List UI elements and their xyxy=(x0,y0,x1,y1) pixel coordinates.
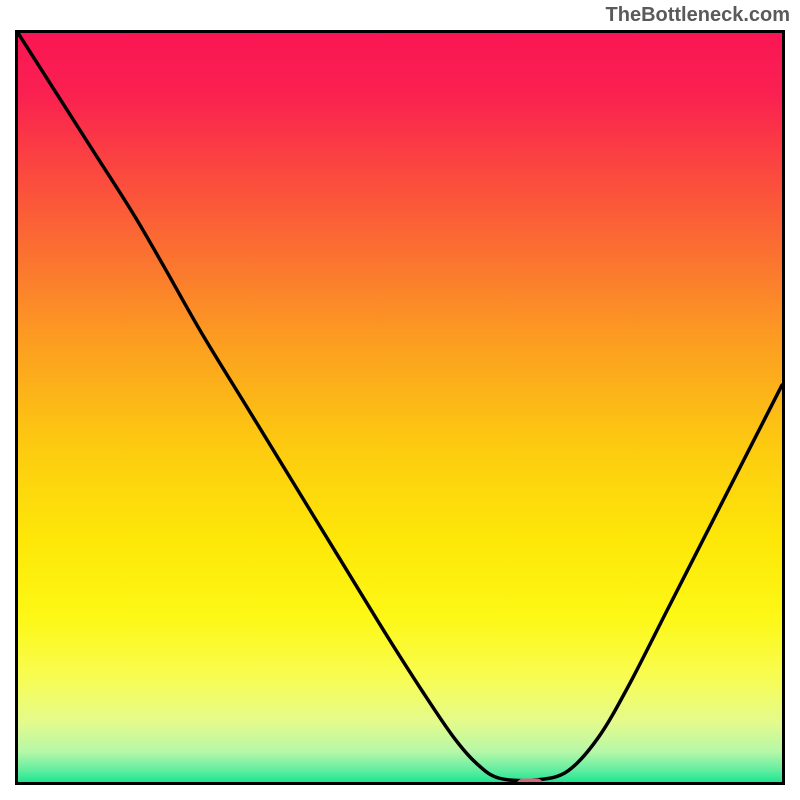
bottleneck-curve xyxy=(18,33,782,782)
bottleneck-chart xyxy=(15,30,785,785)
optimal-point-marker xyxy=(516,778,544,785)
watermark-text: TheBottleneck.com xyxy=(606,4,790,27)
